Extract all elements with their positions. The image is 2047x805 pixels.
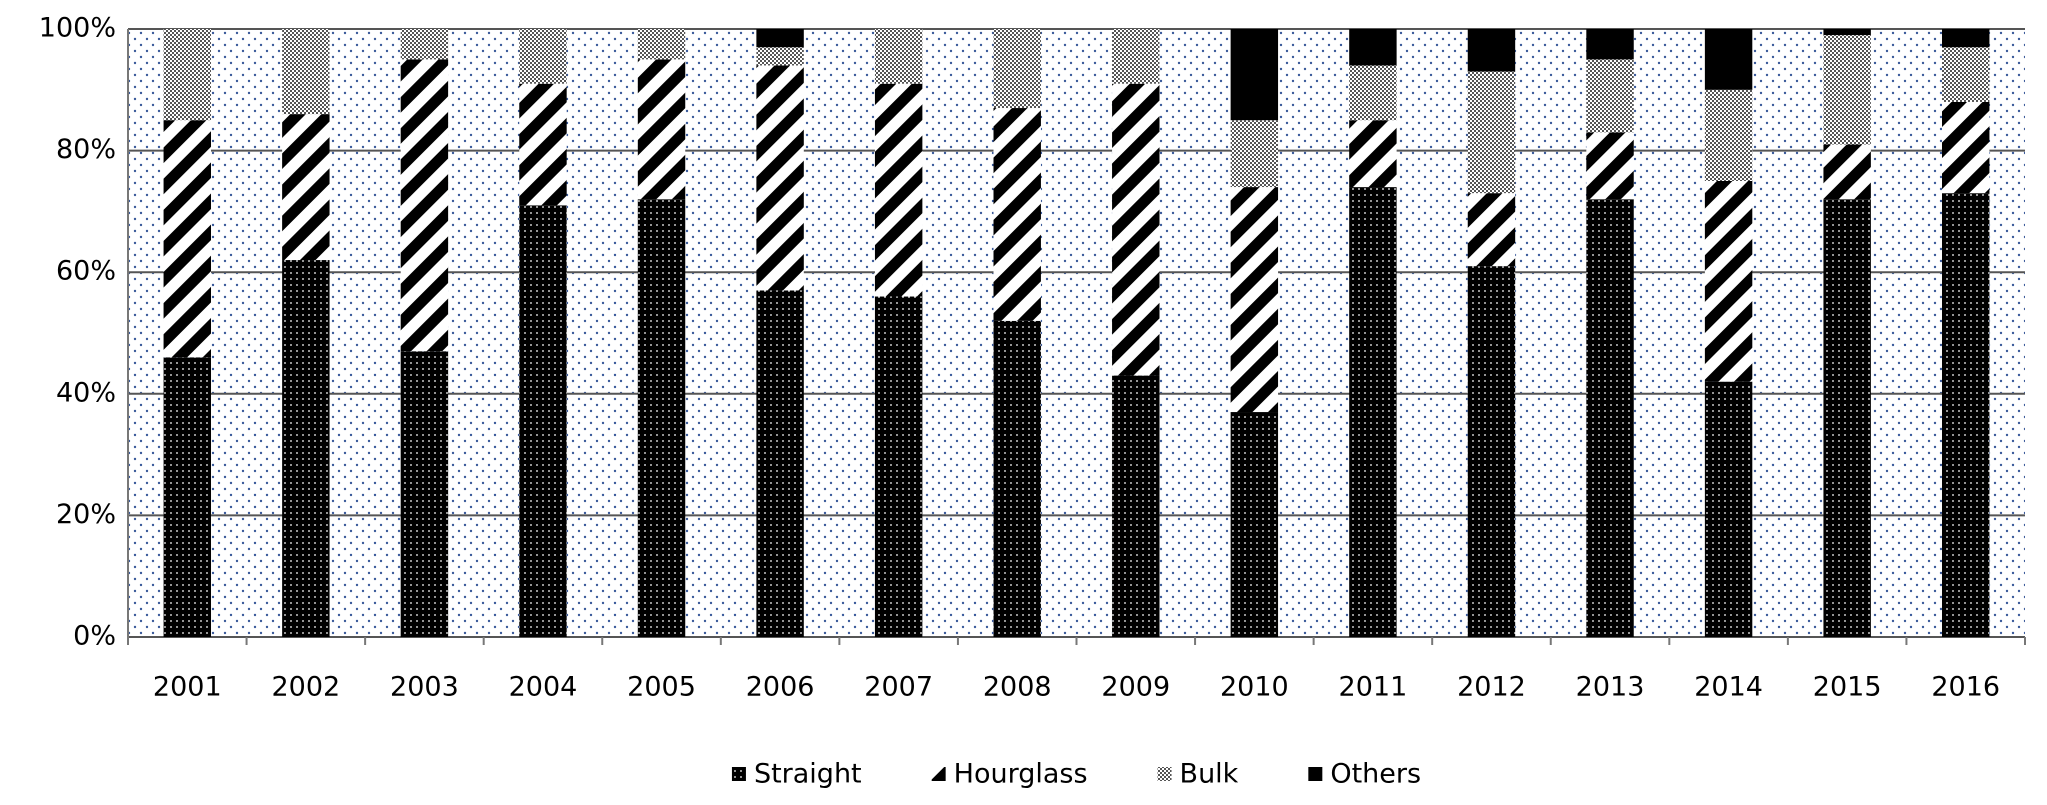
legend-label: Others bbox=[1330, 759, 1421, 790]
x-tick-label: 2004 bbox=[509, 672, 578, 703]
y-tick-label: 0% bbox=[73, 621, 116, 652]
x-tick-label: 2005 bbox=[627, 672, 696, 703]
bar-segment bbox=[1704, 29, 1753, 90]
x-tick-label: 2015 bbox=[1813, 672, 1882, 703]
bar-segment bbox=[1467, 29, 1516, 72]
y-tick-label: 80% bbox=[56, 134, 116, 165]
x-tick-label: 2009 bbox=[1101, 672, 1170, 703]
y-tick-label: 100% bbox=[39, 13, 116, 44]
bar-segment bbox=[1112, 29, 1160, 84]
bar-segment bbox=[874, 83, 923, 297]
bar-segment bbox=[1112, 83, 1160, 376]
bar-segment bbox=[1823, 144, 1871, 200]
bar-segment bbox=[874, 29, 923, 84]
x-tick-label: 2006 bbox=[746, 672, 815, 703]
x-tick-label: 2008 bbox=[983, 672, 1052, 703]
bar-segment bbox=[1349, 65, 1397, 121]
bar-segment bbox=[163, 120, 211, 358]
bar-segment bbox=[282, 260, 330, 637]
x-tick-label: 2012 bbox=[1457, 672, 1526, 703]
legend-label: Bulk bbox=[1180, 759, 1239, 790]
bar-segment bbox=[1230, 120, 1279, 188]
bar-segment bbox=[1112, 375, 1160, 637]
bar-segment bbox=[874, 296, 923, 637]
bar-segment bbox=[400, 59, 449, 352]
bar-segment bbox=[756, 290, 804, 637]
bar-segment bbox=[993, 108, 1041, 321]
bar-segment bbox=[993, 320, 1041, 637]
bar-segment bbox=[519, 83, 567, 206]
bar-segment bbox=[1230, 187, 1279, 413]
x-tick-label: 2010 bbox=[1220, 672, 1289, 703]
bar-segment bbox=[400, 351, 449, 637]
bar-segment bbox=[282, 114, 330, 261]
legend-marker bbox=[1308, 767, 1323, 781]
bar-segment bbox=[756, 65, 804, 291]
bar-segment bbox=[1349, 120, 1397, 188]
bar-segment bbox=[1586, 29, 1634, 60]
x-tick-label: 2014 bbox=[1694, 672, 1763, 703]
bar-segment bbox=[1942, 193, 1990, 637]
bar-segment bbox=[637, 29, 686, 60]
bar-segment bbox=[1586, 132, 1634, 200]
bar-segment bbox=[1230, 29, 1279, 121]
legend-marker bbox=[1157, 767, 1172, 781]
bar-segment bbox=[1704, 89, 1753, 181]
bar-segment bbox=[163, 357, 211, 637]
bar-segment bbox=[163, 29, 211, 121]
x-tick-label: 2016 bbox=[1931, 672, 2000, 703]
bar-segment bbox=[637, 199, 686, 638]
legend-marker bbox=[931, 767, 946, 781]
bar-segment bbox=[1823, 35, 1871, 145]
y-tick-label: 40% bbox=[56, 377, 116, 408]
bar-segment bbox=[1823, 199, 1871, 638]
x-tick-label: 2003 bbox=[390, 672, 459, 703]
x-tick-label: 2002 bbox=[271, 672, 340, 703]
x-tick-label: 2013 bbox=[1576, 672, 1645, 703]
x-tick-label: 2001 bbox=[153, 672, 222, 703]
bar-segment bbox=[1823, 29, 1871, 36]
bar-segment bbox=[282, 29, 330, 115]
bar-segment bbox=[519, 29, 567, 84]
bar-segment bbox=[1467, 266, 1516, 637]
bar-segment bbox=[519, 205, 567, 637]
bar-segment bbox=[1349, 187, 1397, 637]
bar-segment bbox=[400, 29, 449, 60]
y-tick-label: 20% bbox=[56, 499, 116, 530]
legend-label: Straight bbox=[754, 759, 862, 790]
bar-segment bbox=[637, 59, 686, 200]
bar-segment bbox=[1230, 412, 1279, 637]
bar-segment bbox=[756, 29, 804, 48]
bar-segment bbox=[1586, 199, 1634, 638]
bar-segment bbox=[1349, 29, 1397, 66]
bar-segment bbox=[1467, 71, 1516, 194]
bar-segment bbox=[756, 47, 804, 66]
bar-segment bbox=[1704, 181, 1753, 382]
bar-segment bbox=[1942, 47, 1990, 102]
y-tick-label: 60% bbox=[56, 256, 116, 287]
bar-segment bbox=[1704, 381, 1753, 637]
legend-label: Hourglass bbox=[954, 759, 1088, 790]
bar-segment bbox=[1586, 59, 1634, 133]
legend-marker bbox=[731, 767, 746, 781]
bar-segment bbox=[1942, 101, 1990, 194]
bar-segment bbox=[1942, 29, 1990, 48]
x-tick-label: 2007 bbox=[864, 672, 933, 703]
x-tick-label: 2011 bbox=[1339, 672, 1408, 703]
bar-segment bbox=[993, 29, 1041, 109]
bar-segment bbox=[1467, 193, 1516, 267]
